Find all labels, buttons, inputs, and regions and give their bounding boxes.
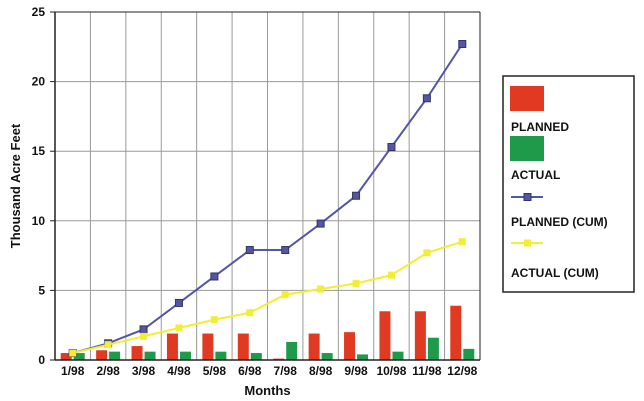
bar-actual-5/98 [215,352,226,360]
x-tick-label: 1/98 [61,364,85,378]
point-actual-cum-3/98 [140,333,147,340]
x-tick-label: 10/98 [376,364,406,378]
x-axis-title: Months [244,383,290,398]
y-tick-label: 10 [32,214,46,228]
bar-planned-11/98 [415,311,426,360]
bar-actual-8/98 [322,353,333,360]
bar-actual-6/98 [251,353,262,360]
point-actual-cum-11/98 [423,249,430,256]
point-planned-cum-11/98 [423,95,430,102]
point-planned-cum-6/98 [246,247,253,254]
bar-actual-7/98 [286,342,297,360]
bar-planned-9/98 [344,332,355,360]
x-tick-label: 4/98 [167,364,191,378]
point-planned-cum-9/98 [353,192,360,199]
bar-planned-5/98 [202,334,213,360]
point-actual-cum-12/98 [459,238,466,245]
x-tick-label: 5/98 [203,364,227,378]
legend: PLANNED ACTUAL PLANNED (CUM) ACTUAL (CUM) [503,76,634,292]
bar-planned-4/98 [167,334,178,360]
point-actual-cum-6/98 [246,309,253,316]
point-actual-cum-4/98 [175,324,182,331]
bar-actual-12/98 [463,349,474,360]
legend-swatch-actual [510,136,544,161]
x-tick-label: 9/98 [344,364,368,378]
x-tick-label: 8/98 [309,364,333,378]
legend-label-actual-cum: ACTUAL (CUM) [511,266,599,280]
bar-planned-10/98 [379,311,390,360]
point-actual-cum-7/98 [282,291,289,298]
y-tick-label: 25 [32,5,46,19]
bar-planned-8/98 [309,334,320,360]
x-tick-label: 7/98 [274,364,298,378]
point-planned-cum-3/98 [140,326,147,333]
point-planned-cum-10/98 [388,144,395,151]
point-planned-cum-4/98 [175,299,182,306]
point-actual-cum-8/98 [317,286,324,293]
legend-label-actual: ACTUAL [511,168,560,182]
bar-planned-12/98 [450,306,461,360]
legend-label-planned: PLANNED [511,120,569,134]
bar-actual-9/98 [357,354,368,360]
legend-marker-actual-cum [524,240,531,247]
bar-actual-2/98 [109,352,120,360]
y-tick-label: 0 [38,353,45,367]
x-tick-label: 2/98 [96,364,120,378]
bar-actual-11/98 [428,338,439,360]
point-planned-cum-7/98 [282,247,289,254]
point-actual-cum-1/98 [69,350,76,357]
bar-actual-3/98 [145,352,156,360]
y-tick-labels: 0 5 10 15 20 25 [32,5,46,367]
point-actual-cum-2/98 [105,341,112,348]
legend-swatch-planned [510,86,544,111]
x-tick-label: 6/98 [238,364,262,378]
y-axis-title: Thousand Acre Feet [8,123,23,248]
grid-lines [55,12,480,360]
point-planned-cum-5/98 [211,273,218,280]
x-tick-labels: 1/98 2/98 3/98 4/98 5/98 6/98 7/98 8/98 9/98 10/9… [61,364,478,378]
point-actual-cum-9/98 [353,280,360,287]
bar-planned-3/98 [132,346,143,360]
point-actual-cum-5/98 [211,316,218,323]
bar-actual-4/98 [180,352,191,360]
y-tick-label: 15 [32,144,46,158]
axes [50,12,480,360]
point-planned-cum-12/98 [459,41,466,48]
x-tick-label: 3/98 [132,364,156,378]
bar-actual-10/98 [392,352,403,360]
point-actual-cum-10/98 [388,272,395,279]
legend-marker-planned-cum [524,194,531,201]
point-planned-cum-8/98 [317,220,324,227]
bar-planned-6/98 [238,334,249,360]
x-tick-label: 11/98 [412,364,442,378]
bar-planned-2/98 [96,350,107,360]
legend-label-planned-cum: PLANNED (CUM) [511,215,608,229]
x-tick-label: 12/98 [447,364,477,378]
y-tick-label: 20 [32,75,46,89]
y-tick-label: 5 [38,283,45,297]
